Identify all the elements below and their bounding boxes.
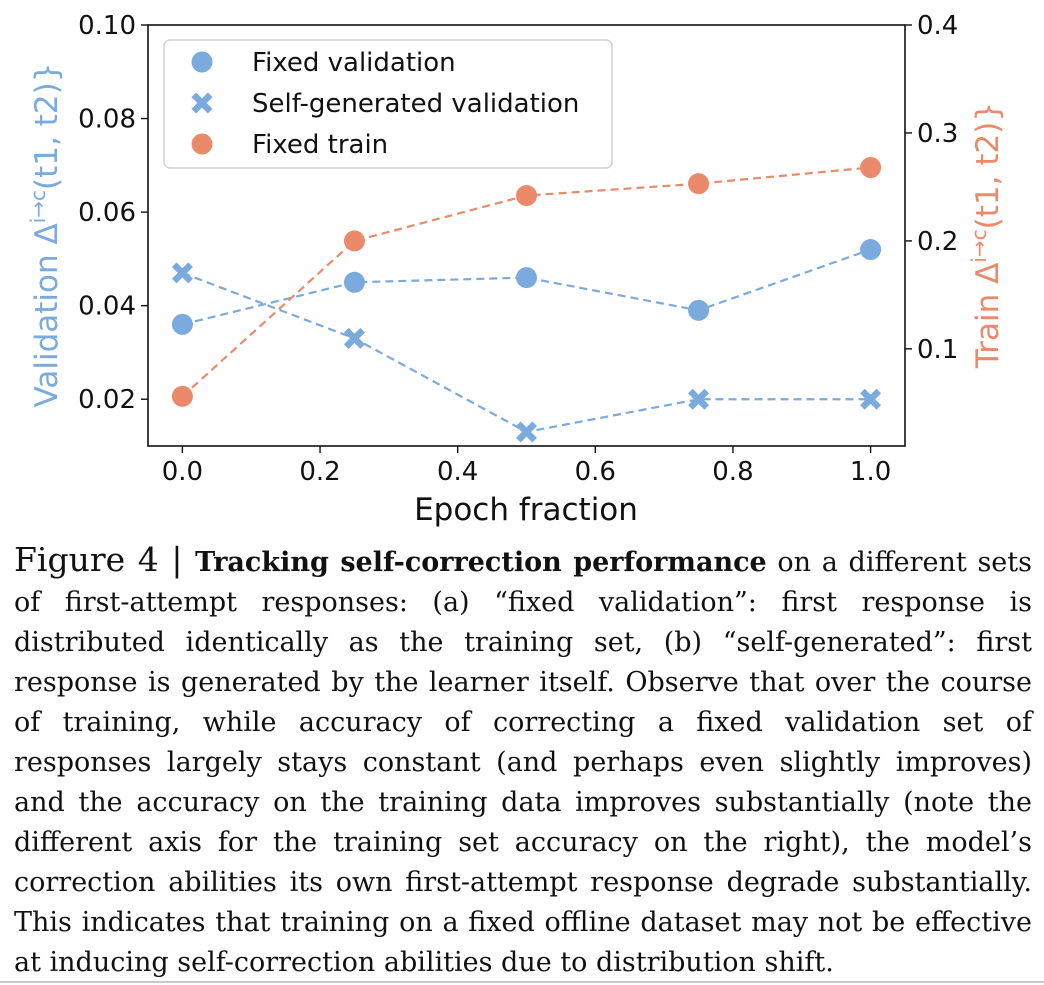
data-point [516, 267, 537, 289]
legend-box [163, 39, 613, 169]
data-point [688, 388, 710, 410]
figure-title: Tracking self-correction performance [195, 547, 767, 578]
series-fixed-validation [171, 239, 882, 335]
data-point [688, 173, 710, 195]
x-tick-label: 0.0 [162, 457, 203, 487]
figure-caption-body: on a different sets of first-attempt res… [14, 547, 1032, 978]
y-left-tick-label: 0.08 [78, 105, 136, 135]
figure-caption: Figure 4 | Tracking self-correction perf… [14, 540, 1032, 983]
data-point [516, 185, 537, 207]
legend-marker [191, 92, 213, 114]
x-tick-label: 0.2 [299, 457, 340, 487]
legend-item: Fixed train [191, 130, 388, 160]
legend-label: Self-generated validation [252, 89, 579, 119]
series-self-generated-validation [171, 262, 882, 443]
legend-label: Fixed validation [252, 48, 456, 78]
x-axis-label: Epoch fraction [414, 492, 638, 528]
data-point [343, 230, 365, 252]
legend-item: Self-generated validation [191, 89, 579, 119]
y-right-tick-label: 0.2 [917, 227, 958, 257]
x-tick-label: 0.8 [712, 457, 753, 487]
chart-ticks: 0.0 0.2 0.4 0.6 0.8 1.0 0.02 0.04 0.06 0.08 0.10 0.… [78, 11, 958, 487]
y-right-tick-label: 0.3 [917, 119, 958, 149]
legend: Fixed validation Self-generated validatio… [163, 39, 613, 169]
y-axis-left-label: Validation Δi→c(t1, t2)} [26, 63, 65, 408]
legend-marker [191, 51, 213, 73]
page-divider [0, 981, 1044, 983]
data-point [171, 313, 193, 335]
data-point [860, 239, 882, 261]
y-left-tick-label: 0.10 [78, 11, 136, 41]
series-line [182, 248, 871, 326]
data-point [171, 262, 193, 284]
data-point [860, 388, 882, 410]
y-left-tick-label: 0.02 [78, 385, 136, 415]
y-left-tick-label: 0.06 [78, 198, 136, 228]
x-tick-label: 1.0 [850, 457, 891, 487]
x-tick-label: 0.4 [437, 457, 478, 487]
y-right-tick-label: 0.1 [917, 335, 958, 365]
legend-label: Fixed train [252, 130, 388, 160]
plot-frame [147, 24, 906, 447]
x-tick-label: 0.6 [575, 457, 616, 487]
data-point [688, 299, 710, 321]
data-point [343, 271, 365, 293]
y-axis-right-label: Train Δi→c(t1, t2)} [967, 102, 1006, 369]
legend-item: Fixed validation [191, 48, 456, 78]
series-line [182, 271, 871, 434]
data-point [343, 327, 365, 349]
legend-marker [191, 133, 213, 155]
data-point [171, 385, 193, 407]
series-fixed-train [171, 156, 882, 407]
data-point [860, 156, 882, 178]
y-right-tick-label: 0.4 [917, 11, 958, 41]
chart-series [171, 156, 882, 443]
data-point [516, 421, 537, 443]
figure-label: Figure 4 | [14, 540, 196, 579]
chart: 0.0 0.2 0.4 0.6 0.8 1.0 0.02 0.04 0.06 0.08 0.10 0.… [26, 11, 1006, 528]
y-left-tick-label: 0.04 [78, 292, 136, 322]
